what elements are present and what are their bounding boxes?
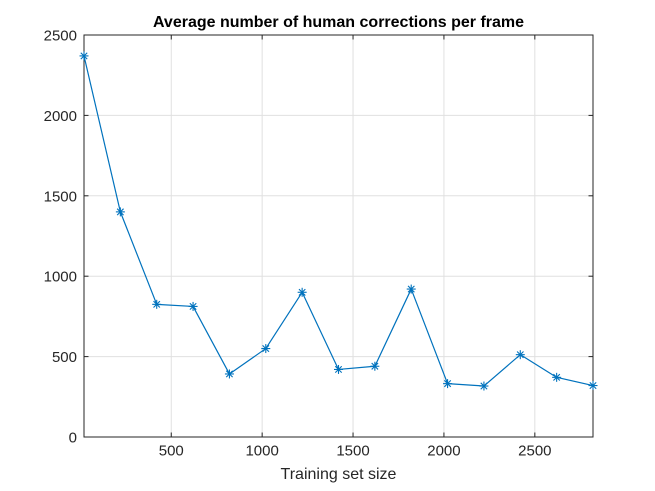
data-point-marker bbox=[515, 350, 525, 360]
x-tick-label: 1000 bbox=[245, 443, 278, 460]
data-point-marker bbox=[334, 364, 343, 374]
marker-stroke bbox=[443, 380, 452, 388]
data-point-marker bbox=[261, 344, 271, 354]
marker-stroke bbox=[298, 288, 306, 296]
y-tick-label: 500 bbox=[52, 349, 77, 366]
marker-stroke bbox=[262, 344, 270, 353]
x-tick-label: 1500 bbox=[336, 443, 369, 460]
data-point-marker bbox=[552, 372, 562, 382]
marker-stroke bbox=[480, 382, 488, 390]
data-point-marker bbox=[443, 379, 453, 389]
data-point-marker bbox=[115, 207, 125, 217]
marker-stroke bbox=[334, 365, 343, 374]
chart-title: Average number of human corrections per … bbox=[153, 14, 524, 31]
marker-stroke bbox=[553, 373, 561, 381]
data-point-marker bbox=[406, 284, 416, 294]
data-point-marker bbox=[224, 369, 234, 379]
x-tick-label: 2000 bbox=[427, 443, 460, 460]
data-series-line bbox=[83, 55, 594, 387]
y-tick-label: 2500 bbox=[44, 28, 77, 45]
marker-stroke bbox=[589, 381, 597, 390]
data-point-marker bbox=[297, 287, 307, 297]
data-point-marker bbox=[79, 51, 89, 61]
data-point-marker bbox=[188, 301, 198, 311]
marker-stroke bbox=[407, 285, 415, 293]
data-point-marker bbox=[152, 299, 162, 309]
marker-stroke bbox=[371, 362, 379, 370]
marker-stroke bbox=[189, 302, 197, 311]
marker-stroke bbox=[116, 208, 124, 216]
y-tick-label: 0 bbox=[69, 430, 77, 447]
y-tick-label: 1000 bbox=[44, 269, 77, 286]
y-tick-label: 2000 bbox=[44, 108, 77, 125]
data-point-marker bbox=[588, 381, 598, 391]
marker-stroke bbox=[516, 351, 524, 359]
axes-box bbox=[83, 34, 594, 438]
marker-stroke bbox=[80, 52, 88, 60]
x-tick-label: 500 bbox=[159, 443, 184, 460]
marker-stroke bbox=[153, 300, 161, 308]
plot-area: 500 1000 1500 2000 2500 0 500 1000 1500 2000 2500 bbox=[44, 28, 598, 460]
x-axis-label: Training set size bbox=[281, 466, 397, 483]
y-tick-label: 1500 bbox=[44, 188, 77, 205]
marker-stroke bbox=[225, 370, 234, 378]
x-tick-label: 2500 bbox=[518, 443, 551, 460]
data-point-marker bbox=[370, 361, 380, 371]
data-point-marker bbox=[479, 381, 489, 391]
